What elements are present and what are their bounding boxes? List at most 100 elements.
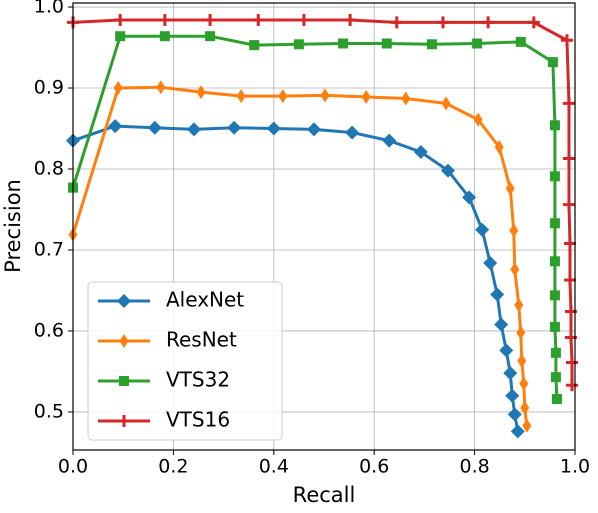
legend-label: AlexNet bbox=[166, 288, 244, 312]
marker bbox=[565, 379, 578, 392]
marker bbox=[473, 112, 483, 127]
marker bbox=[117, 294, 131, 308]
marker bbox=[196, 85, 206, 100]
legend-label: VTS16 bbox=[166, 408, 230, 432]
marker bbox=[527, 16, 540, 29]
y-tick-label: 0.5 bbox=[34, 400, 64, 422]
x-tick-label: 0.0 bbox=[58, 456, 88, 478]
marker bbox=[549, 171, 560, 182]
y-tick-label: 0.7 bbox=[34, 238, 64, 260]
marker bbox=[549, 321, 560, 332]
marker bbox=[472, 38, 483, 49]
marker bbox=[510, 262, 520, 277]
marker bbox=[549, 120, 560, 131]
marker bbox=[551, 393, 562, 404]
marker bbox=[549, 256, 560, 267]
marker bbox=[306, 122, 321, 137]
legend: AlexNet ResNet VTS32 VTS16 bbox=[87, 281, 283, 441]
marker bbox=[159, 31, 170, 42]
legend-label: VTS32 bbox=[166, 368, 230, 392]
marker bbox=[517, 353, 527, 368]
marker bbox=[108, 119, 123, 134]
marker bbox=[510, 424, 525, 439]
y-tick-label: 0.9 bbox=[34, 77, 64, 99]
marker bbox=[550, 347, 561, 358]
marker bbox=[381, 38, 392, 49]
series bbox=[68, 80, 532, 433]
y-tick-label: 0.6 bbox=[34, 319, 64, 341]
marker bbox=[252, 14, 265, 27]
marker bbox=[515, 36, 526, 47]
marker bbox=[204, 14, 217, 27]
marker bbox=[227, 120, 242, 135]
x-axis-label: Recall bbox=[293, 483, 356, 507]
marker bbox=[147, 120, 162, 135]
marker bbox=[499, 343, 514, 358]
marker bbox=[490, 287, 505, 302]
marker bbox=[563, 237, 576, 250]
marker bbox=[516, 325, 526, 340]
marker bbox=[509, 223, 519, 238]
plot-frame bbox=[72, 2, 576, 451]
marker bbox=[436, 16, 449, 29]
marker bbox=[382, 133, 397, 148]
marker bbox=[482, 16, 495, 29]
plot-area bbox=[66, 14, 578, 439]
x-tick-label: 0.4 bbox=[259, 456, 289, 478]
marker bbox=[401, 91, 411, 106]
marker bbox=[483, 255, 498, 270]
marker bbox=[507, 407, 522, 422]
series bbox=[67, 14, 578, 392]
marker bbox=[505, 181, 515, 196]
marker bbox=[505, 388, 520, 403]
marker bbox=[158, 14, 171, 27]
y-tick-label: 1.0 bbox=[34, 0, 64, 18]
marker bbox=[519, 376, 529, 391]
marker bbox=[494, 317, 509, 332]
marker bbox=[344, 14, 357, 27]
marker bbox=[549, 218, 560, 229]
x-tick-label: 1.0 bbox=[560, 456, 590, 478]
marker bbox=[361, 89, 371, 104]
marker bbox=[119, 376, 129, 386]
marker bbox=[113, 81, 123, 96]
marker bbox=[186, 122, 201, 137]
marker bbox=[236, 89, 246, 104]
marker bbox=[547, 57, 558, 68]
marker bbox=[390, 16, 403, 29]
marker bbox=[413, 145, 428, 159]
marker bbox=[426, 39, 437, 50]
marker bbox=[514, 298, 524, 313]
marker bbox=[562, 198, 575, 211]
marker bbox=[297, 14, 310, 27]
marker bbox=[156, 80, 166, 95]
legend-label: ResNet bbox=[166, 328, 237, 352]
marker bbox=[118, 415, 130, 427]
series bbox=[66, 119, 525, 439]
marker bbox=[119, 334, 129, 348]
marker bbox=[114, 14, 127, 27]
marker bbox=[115, 31, 126, 42]
y-tick-label: 0.8 bbox=[34, 158, 64, 180]
x-tick-label: 0.8 bbox=[459, 456, 489, 478]
marker bbox=[562, 152, 575, 165]
marker bbox=[522, 418, 532, 433]
marker bbox=[440, 163, 455, 178]
y-axis-label: Precision bbox=[1, 179, 25, 273]
marker bbox=[503, 366, 518, 381]
series bbox=[68, 31, 562, 404]
marker bbox=[441, 96, 451, 111]
marker bbox=[520, 400, 530, 415]
marker bbox=[550, 372, 561, 383]
marker bbox=[266, 121, 281, 136]
marker bbox=[563, 273, 576, 286]
legend-box bbox=[87, 281, 283, 441]
marker bbox=[320, 88, 330, 103]
marker bbox=[278, 89, 288, 104]
marker bbox=[462, 190, 477, 205]
marker bbox=[475, 222, 490, 237]
marker bbox=[345, 125, 360, 140]
x-tick-label: 0.2 bbox=[158, 456, 188, 478]
marker bbox=[565, 356, 578, 369]
